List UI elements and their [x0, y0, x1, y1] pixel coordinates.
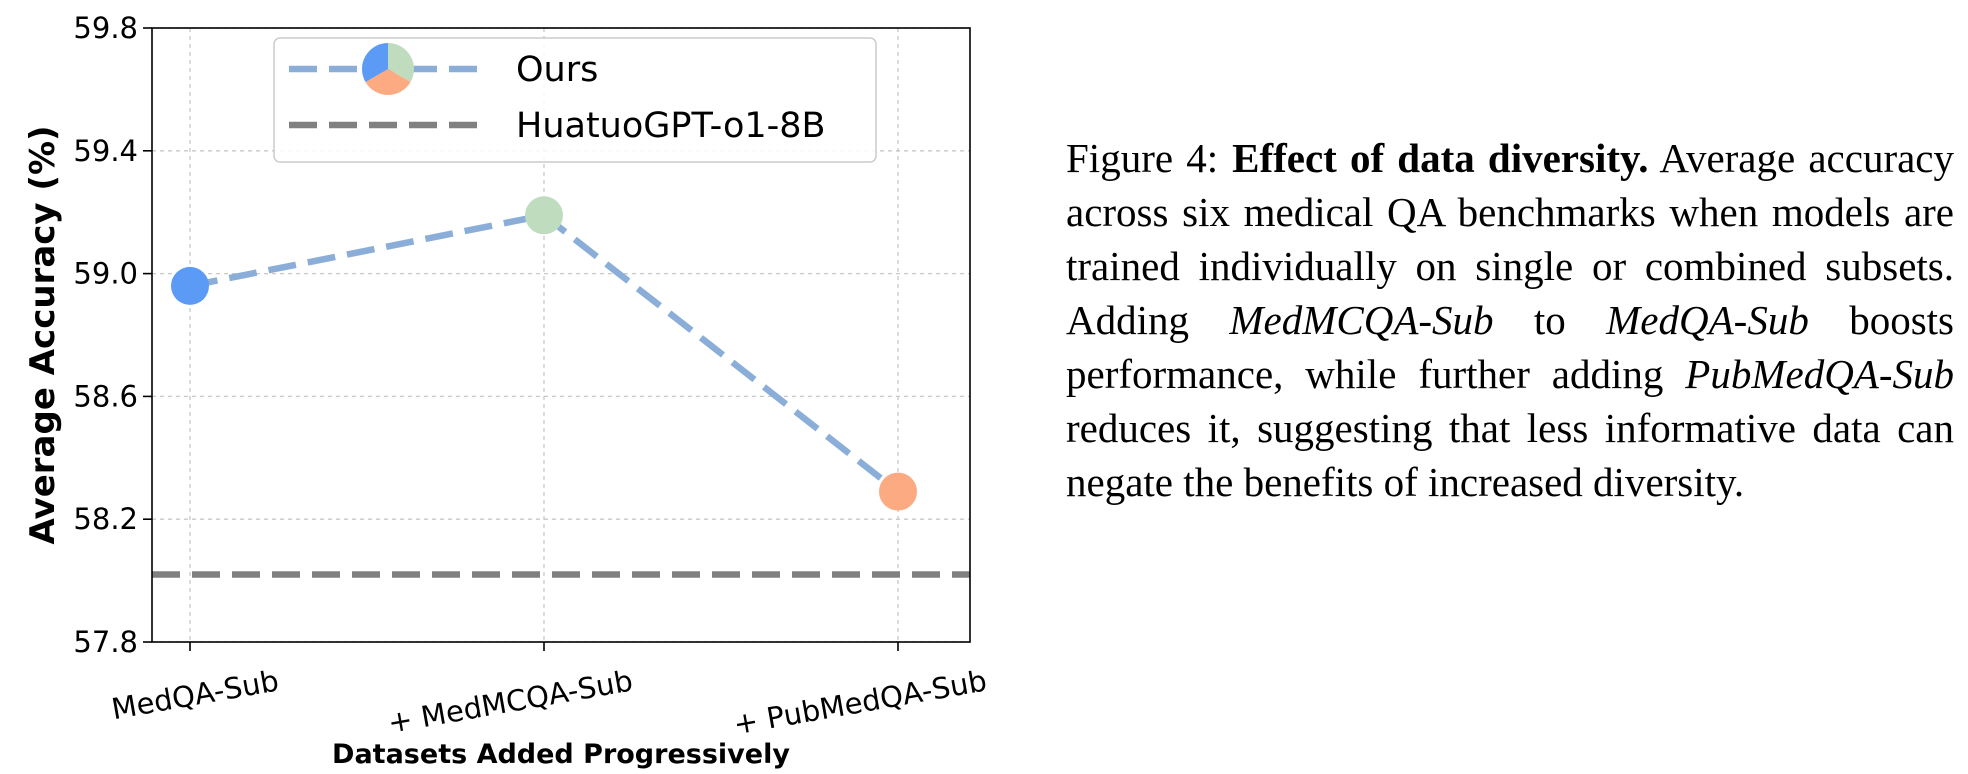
legend-pie-wedge — [362, 43, 388, 82]
plot-area — [151, 27, 971, 643]
data-point-ours — [171, 266, 209, 305]
legend: Ours HuatuoGPT-o1-8B — [273, 37, 877, 163]
y-axis-ticks: 57.8 58.2 58.6 59.0 59.4 59.8 — [73, 11, 152, 659]
caption-medmcqa: MedMCQA-Sub — [1229, 297, 1494, 343]
y-axis-label: Average Accuracy (%) — [23, 125, 63, 544]
series-layer — [171, 196, 917, 511]
caption-text-2: to — [1493, 297, 1607, 343]
caption-pubmedqa: PubMedQA-Sub — [1685, 351, 1954, 397]
caption-label: Figure 4: — [1066, 135, 1219, 181]
caption-text-4: reduces it, suggesting that less informa… — [1066, 405, 1954, 505]
y-tick-label: 57.8 — [73, 625, 138, 659]
x-tick-label: + MedMCQA-Sub — [385, 663, 635, 740]
x-tick-label: MedQA-Sub — [109, 663, 281, 726]
caption-text-1: Average accuracy across six medical QA b… — [1066, 135, 1954, 343]
legend-ours-label: Ours — [516, 50, 598, 90]
data-point-ours — [525, 196, 563, 235]
x-axis-ticks: MedQA-Sub + MedMCQA-Sub + PubMedQA-Sub — [109, 642, 989, 741]
y-tick-label: 58.2 — [73, 502, 138, 536]
series-ours-line — [189, 211, 900, 495]
y-tick-label: 58.6 — [73, 379, 138, 413]
figure-caption: Figure 4: Effect of data diversity. Avera… — [1066, 131, 1954, 509]
y-tick-label: 59.8 — [73, 11, 138, 45]
y-tick-label: 59.0 — [73, 257, 138, 291]
legend-ours-pie-icon — [362, 43, 414, 95]
x-axis-label: Datasets Added Progressively — [332, 739, 790, 770]
x-tick-label: + PubMedQA-Sub — [731, 663, 989, 741]
accuracy-line-chart: 57.8 58.2 58.6 59.0 59.4 59.8 MedQA-Sub + MedM… — [23, 11, 989, 770]
caption-text-3: boosts performance, while further adding — [1066, 297, 1954, 397]
legend-baseline-label: HuatuoGPT-o1-8B — [516, 106, 826, 146]
legend-pie-wedge — [388, 43, 414, 82]
caption-title: Effect of data diversity. — [1232, 135, 1649, 181]
plot-frame — [151, 27, 971, 643]
data-point-ours — [879, 472, 917, 511]
caption-medqa: MedQA-Sub — [1606, 297, 1809, 343]
y-tick-label: 59.4 — [73, 134, 138, 168]
